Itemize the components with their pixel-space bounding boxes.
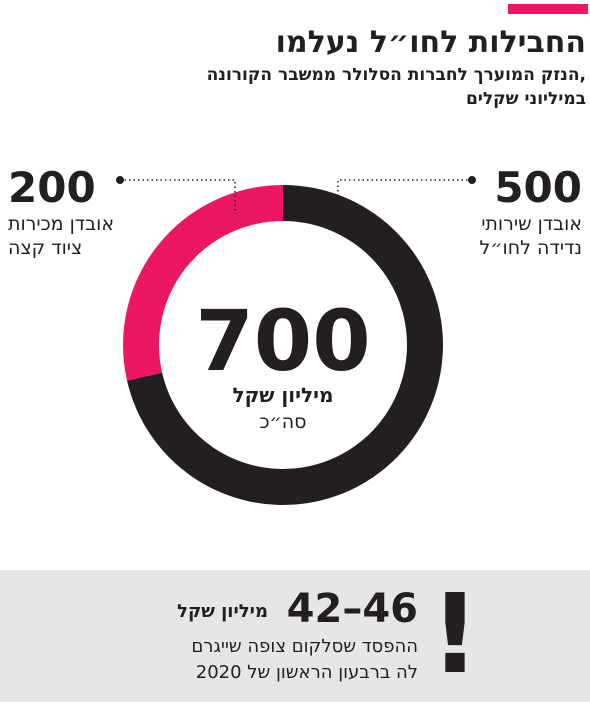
total-label: סה״כ: [259, 411, 306, 433]
segment-label: ציוד קצה: [8, 237, 82, 259]
note-range: 42–46: [287, 586, 418, 632]
subtitle: הנזק המוערך לחברות הסלולר ממשבר הקורונה,: [207, 65, 586, 85]
note-box: [0, 570, 590, 702]
segment-value: 200: [8, 163, 96, 212]
note-icon: !: [430, 570, 480, 698]
segment-label: אובדן מכירות: [8, 213, 114, 235]
note-text: לה ברבעון הראשון של 2020: [196, 662, 418, 683]
chart-title: החבילות לחו״ל נעלמו: [276, 25, 586, 60]
donut-segment: [122, 185, 283, 381]
total-unit: מיליון שקל: [232, 383, 333, 407]
note-unit: מיליון שקל: [177, 601, 268, 622]
subtitle: במיליוני שקלים: [466, 89, 586, 109]
segment-label: נדידה לחו״ל: [480, 237, 583, 259]
leader-line: [337, 179, 472, 206]
total-value: 700: [195, 292, 370, 390]
accent-bar: [508, 4, 588, 14]
segment-value: 500: [494, 163, 582, 212]
segment-label: אובדן שירותי: [481, 213, 582, 235]
note-text: ההפסד שסלקום צופה שייגרם: [191, 636, 418, 657]
